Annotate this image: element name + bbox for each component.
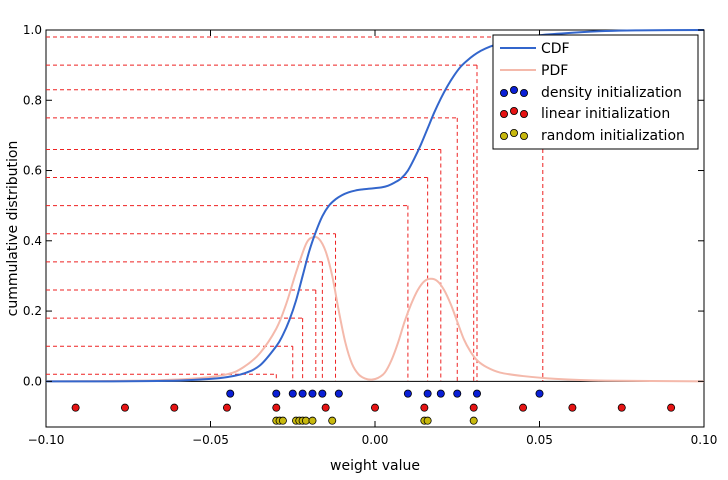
density-point-7	[403, 389, 412, 398]
linear-point-11	[617, 403, 626, 412]
random-point-7	[308, 416, 317, 425]
initialization-points	[71, 389, 676, 425]
density-point-12	[535, 389, 544, 398]
linear-point-7	[420, 403, 429, 412]
linear-point-10	[568, 403, 577, 412]
random-point-8	[328, 416, 337, 425]
x-tick-label-3: 0.05	[526, 433, 553, 447]
y-tick-label-0: 0.0	[23, 374, 42, 388]
legend-linear-point-swatch-2	[520, 110, 529, 119]
linear-point-1	[120, 403, 129, 412]
legend-linear-label: linear initialization	[541, 106, 670, 122]
density-point-6	[334, 389, 343, 398]
legend-pdf-label: PDF	[541, 63, 568, 79]
legend-linear-point-swatch-1	[509, 107, 518, 116]
linear-point-6	[370, 403, 379, 412]
linear-point-8	[469, 403, 478, 412]
density-point-9	[436, 389, 445, 398]
x-tick-label-4: 0.10	[691, 433, 718, 447]
random-point-10	[423, 416, 432, 425]
linear-point-0	[71, 403, 80, 412]
y-tick-label-2: 0.4	[23, 234, 42, 248]
x-tick-label-0: −0.10	[28, 433, 65, 447]
legend-cdf-label: CDF	[541, 41, 570, 57]
density-point-10	[453, 389, 462, 398]
legend-density-point-swatch-2	[520, 89, 529, 98]
legend-random-point-swatch-2	[520, 131, 529, 140]
legend-density-point-swatch-1	[509, 86, 518, 95]
legend-linear-point-swatch-0	[499, 110, 508, 119]
density-point-11	[472, 389, 481, 398]
x-axis-label: weight value	[330, 458, 420, 474]
linear-point-3	[222, 403, 231, 412]
linear-point-9	[519, 403, 528, 412]
y-axis-label: cummulative distribution	[5, 141, 21, 317]
legend-density-point-swatch-0	[499, 89, 508, 98]
density-point-3	[298, 389, 307, 398]
y-tick-label-1: 0.2	[23, 304, 42, 318]
linear-point-12	[667, 403, 676, 412]
legend-density-label: density initialization	[541, 85, 682, 101]
density-point-4	[308, 389, 317, 398]
pdf-curve	[45, 235, 705, 383]
curves	[45, 29, 705, 383]
y-tick-label-3: 0.6	[23, 164, 42, 178]
linear-point-4	[272, 403, 281, 412]
random-point-2	[278, 416, 287, 425]
linear-point-2	[170, 403, 179, 412]
legend-random-point-swatch-1	[509, 128, 518, 137]
density-point-1	[272, 389, 281, 398]
density-point-2	[288, 389, 297, 398]
legend: CDF PDF density initialization linear initi…	[492, 34, 699, 150]
legend-random-label: random initialization	[541, 128, 685, 144]
linear-point-5	[321, 403, 330, 412]
random-point-11	[469, 416, 478, 425]
random-point-6	[301, 416, 310, 425]
y-tick-label-5: 1.0	[23, 23, 42, 37]
y-tick-label-4: 0.8	[23, 93, 42, 107]
density-point-0	[226, 389, 235, 398]
legend-random-point-swatch-0	[499, 131, 508, 140]
axis-ticks: −0.10 −0.05 0.00 0.05 0.10 0.0 0.2 0.4 0.6 0.8 1.0	[23, 23, 717, 447]
cdf-curve	[45, 29, 705, 383]
x-tick-label-2: 0.00	[362, 433, 389, 447]
density-point-8	[423, 389, 432, 398]
density-point-5	[318, 389, 327, 398]
x-tick-label-1: −0.05	[192, 433, 229, 447]
